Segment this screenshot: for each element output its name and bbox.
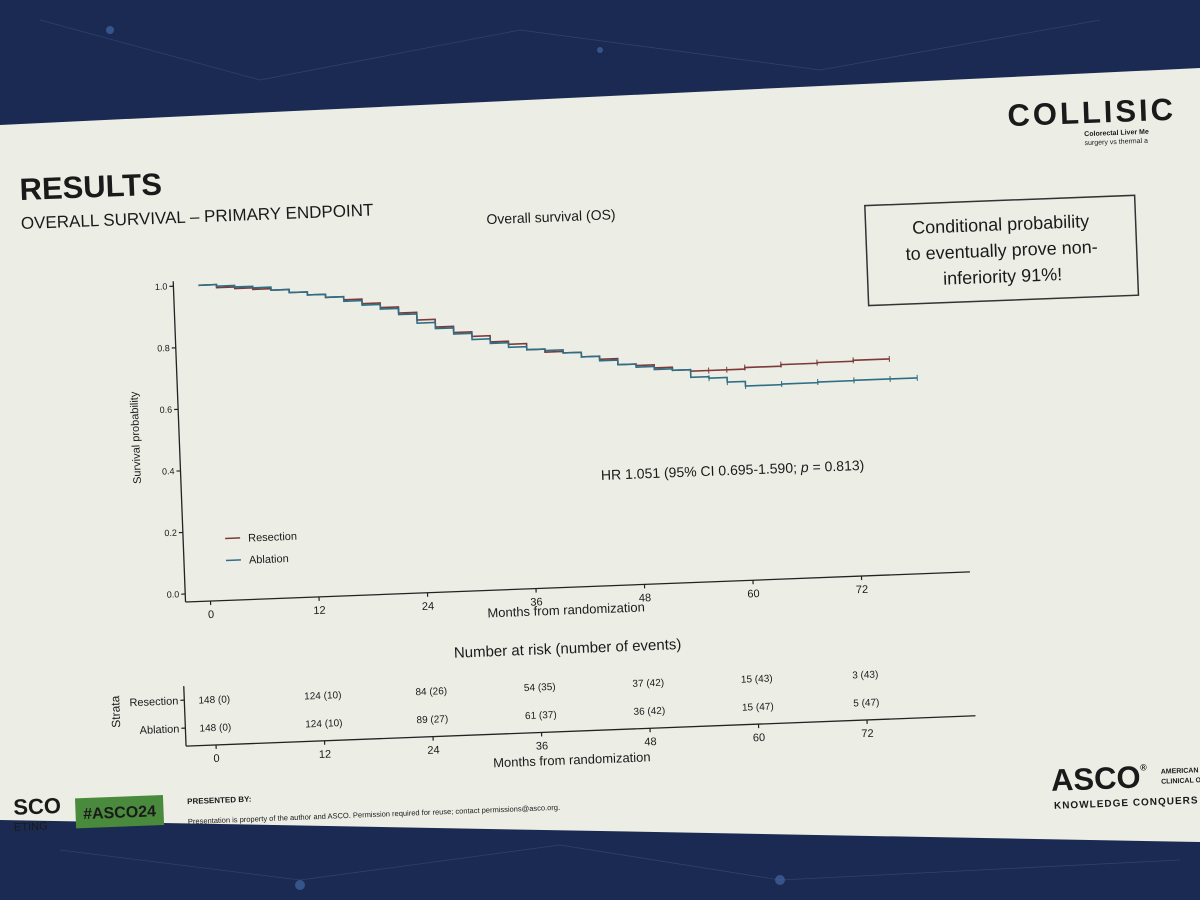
risk-cell: 84 (26): [415, 686, 447, 698]
collision-logo: COLLISIC Colorectal Liver Me surgery vs …: [1007, 92, 1177, 148]
legend-resection-line: [225, 537, 241, 540]
hr-p-symbol: p: [800, 459, 810, 475]
x-tick-label: 36: [530, 596, 543, 608]
presented-by-label: PRESENTED BY:: [187, 795, 252, 806]
y-tick-label: 0.6: [159, 405, 172, 415]
slide-surface: [0, 68, 1200, 842]
risk-table: Resection 148 (0) 124 (10) 84 (26) 54 (35) 37…: [129, 669, 976, 765]
legend-ablation-label: Ablation: [249, 553, 289, 567]
hashtag-badge: [74, 795, 165, 829]
callout-line-3: inferiority 91%!: [943, 264, 1063, 289]
y-axis-line: [172, 281, 187, 603]
risk-x-tick-label: 48: [644, 736, 657, 748]
asco-logo-text: ASCO: [1050, 760, 1141, 798]
logo-tagline-2: surgery vs thermal a: [1084, 138, 1148, 147]
km-curve-resection: [198, 283, 890, 373]
risk-cell: 89 (27): [416, 714, 448, 726]
risk-cell: 37 (42): [632, 678, 664, 690]
risk-table-strata-label: Strata: [108, 695, 123, 728]
risk-table-title: Number at risk (number of events): [454, 636, 682, 662]
footer-asco-left-2: ETING: [14, 820, 48, 833]
legend: Resection Ablation: [225, 531, 297, 567]
risk-x-tick-label: 72: [861, 728, 874, 740]
y-tick-label: 0.4: [162, 466, 175, 476]
risk-cell: 54 (35): [524, 682, 556, 694]
y-axis-label: Survival probability: [128, 391, 144, 484]
risk-cell: 148 (0): [199, 722, 231, 734]
risk-x-tick-label: 60: [753, 732, 766, 744]
hazard-ratio-text: HR 1.051 (95% CI 0.695-1.590; p = 0.813): [601, 457, 865, 483]
slide-heading: RESULTS: [19, 167, 163, 207]
x-tick-label: 48: [639, 592, 652, 604]
x-tick-label: 12: [313, 605, 326, 617]
y-tick-label: 1.0: [155, 281, 168, 291]
asco-side-2: CLINICAL ON: [1161, 777, 1200, 786]
asco-side-1: AMERICAN S: [1161, 767, 1200, 776]
asco-logo-reg: ®: [1140, 762, 1147, 772]
footer: SCO ETING #ASCO24 PRESENTED BY: Presenta…: [13, 759, 1200, 834]
risk-table-y-axis: [183, 686, 187, 747]
asco-logo: ASCO®: [1050, 759, 1148, 798]
x-axis-line: [185, 571, 970, 603]
x-axis-label: Months from randomization: [487, 599, 645, 620]
risk-cell: 15 (43): [741, 674, 773, 686]
risk-cell: 3 (43): [852, 669, 879, 681]
x-tick-label: 60: [747, 588, 760, 600]
hr-suffix: = 0.813): [808, 457, 864, 475]
risk-cell: 124 (10): [304, 690, 342, 702]
risk-cell: 148 (0): [198, 694, 230, 706]
risk-cell: 36 (42): [633, 706, 665, 718]
km-curve-ablation: [198, 283, 918, 387]
callout-line-1: Conditional probability: [912, 211, 1090, 238]
legend-ablation-line: [225, 559, 241, 562]
x-tick-label: 0: [208, 609, 215, 621]
hr-prefix: HR 1.051 (95% CI 0.695-1.590;: [601, 459, 801, 483]
risk-cell: 5 (47): [853, 697, 880, 709]
risk-x-tick-label: 36: [536, 740, 549, 752]
legend-resection-label: Resection: [248, 531, 297, 545]
y-tick-label: 0.0: [167, 589, 180, 599]
logo-brand: COLLISIC: [1007, 92, 1177, 133]
footer-asco-left-1: SCO: [13, 793, 62, 820]
logo-tagline-1: Colorectal Liver Me: [1084, 129, 1149, 138]
risk-cell: 124 (10): [305, 718, 343, 730]
x-tick-label: 24: [422, 600, 435, 612]
hashtag-text: #ASCO24: [83, 803, 157, 823]
chart-title: Overall survival (OS): [486, 206, 616, 227]
risk-cell: 61 (37): [525, 710, 557, 722]
y-tick-label: 0.2: [164, 528, 177, 538]
risk-table-x-label: Months from randomization: [493, 749, 651, 770]
callout-line-2: to eventually prove non-: [905, 237, 1098, 264]
footer-disclaimer: Presentation is property of the author a…: [188, 803, 560, 826]
risk-x-tick-label: 24: [427, 744, 440, 756]
risk-table-x-axis: [186, 715, 976, 747]
asco-slogan: KNOWLEDGE CONQUERS C: [1054, 795, 1200, 812]
risk-row-label-resection: Resection: [129, 695, 178, 709]
x-tick-label: 72: [856, 584, 869, 596]
risk-cell: 15 (47): [742, 702, 774, 714]
y-tick-label: 0.8: [157, 343, 170, 353]
risk-row-label-ablation: Ablation: [139, 723, 179, 737]
km-plot: 0.0 0.2 0.4 0.6 0.8 1.0 0 12 24 36 48 60 72: [155, 281, 970, 621]
risk-x-tick-label: 0: [213, 753, 220, 765]
callout-box: Conditional probability to eventually pr…: [864, 194, 1140, 307]
slide-subheading: OVERALL SURVIVAL – PRIMARY ENDPOINT: [21, 201, 374, 234]
risk-x-tick-label: 12: [319, 749, 332, 761]
